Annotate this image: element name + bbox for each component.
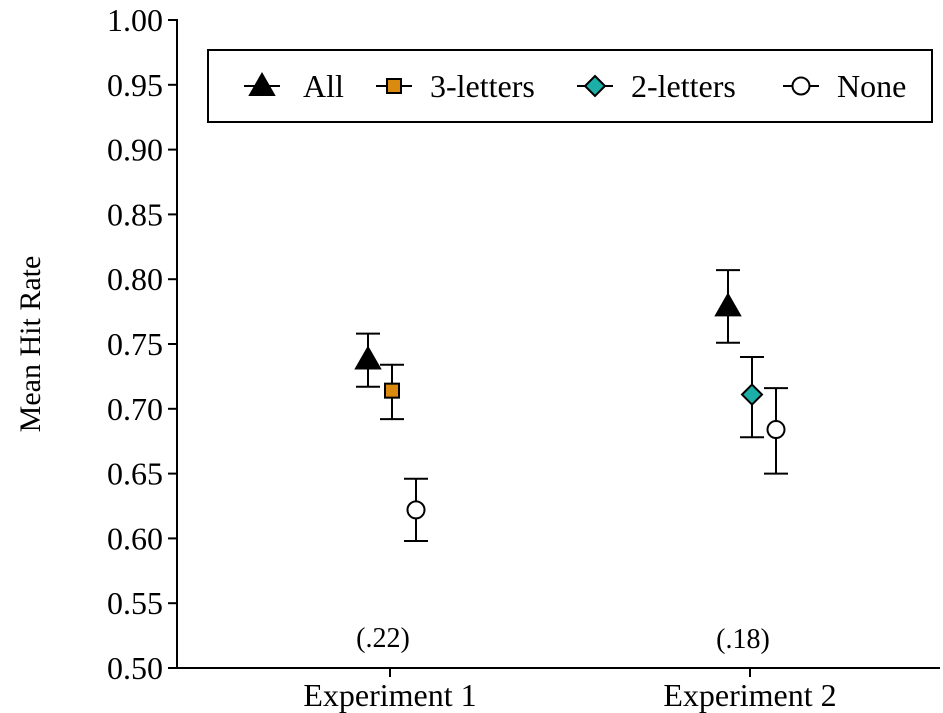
y-tick-label: 0.85 bbox=[107, 196, 163, 232]
marker-none bbox=[766, 420, 786, 440]
legend-item-2-letters: 2-letters bbox=[577, 68, 736, 104]
y-tick-label: 0.90 bbox=[107, 132, 163, 168]
marker-3-letters bbox=[384, 382, 400, 399]
y-tick-label: 0.70 bbox=[107, 391, 163, 427]
y-tick-label: 0.55 bbox=[107, 585, 163, 621]
legend-label: 3-letters bbox=[430, 68, 535, 104]
legend-item-3-letters: 3-letters bbox=[376, 68, 535, 104]
point-group-3-letters bbox=[380, 363, 404, 421]
annotation-label: (.18) bbox=[716, 624, 770, 655]
x-tick-label: Experiment 2 bbox=[663, 677, 836, 713]
legend-marker-3-letters bbox=[386, 78, 402, 94]
y-tick-label: 1.00 bbox=[107, 2, 163, 38]
legend-label: 2-letters bbox=[631, 68, 736, 104]
marker-all bbox=[714, 292, 742, 317]
marker-2-letters bbox=[740, 383, 764, 406]
marker-all bbox=[354, 345, 382, 370]
legend: All 3-letters 2-letters None bbox=[207, 49, 933, 123]
y-ticks: 0.50 0.55 0.60 0.65 0.70 0.75 0.80 0.85 0.90 0.95… bbox=[107, 2, 177, 686]
y-axis-label: Mean Hit Rate bbox=[14, 256, 47, 433]
x-ticks: Experiment 1 Experiment 2 bbox=[303, 668, 837, 713]
legend-marker-all bbox=[248, 71, 276, 96]
plot-area bbox=[354, 269, 788, 542]
point-group-2-letters bbox=[740, 355, 764, 439]
y-tick-label: 0.50 bbox=[107, 650, 163, 686]
x-tick-label: Experiment 1 bbox=[303, 677, 476, 713]
y-tick-label: 0.60 bbox=[107, 520, 163, 556]
y-tick-label: 0.80 bbox=[107, 261, 163, 297]
annotations: (.22) (.18) bbox=[356, 623, 770, 655]
legend-label: None bbox=[837, 68, 906, 104]
point-group-none bbox=[764, 387, 788, 475]
marker-none bbox=[406, 500, 426, 520]
legend-marker-none bbox=[791, 76, 811, 96]
legend-item-all: All bbox=[244, 68, 344, 104]
y-tick-label: 0.65 bbox=[107, 456, 163, 492]
annotation-label: (.22) bbox=[356, 623, 410, 654]
point-group-all bbox=[714, 269, 742, 344]
y-tick-label: 0.95 bbox=[107, 67, 163, 103]
legend-marker-2-letters bbox=[583, 74, 607, 98]
legend-label: All bbox=[303, 68, 344, 104]
y-tick-label: 0.75 bbox=[107, 326, 163, 362]
point-group-none bbox=[404, 477, 428, 542]
legend-item-none: None bbox=[783, 68, 906, 104]
point-group-all bbox=[354, 332, 382, 388]
